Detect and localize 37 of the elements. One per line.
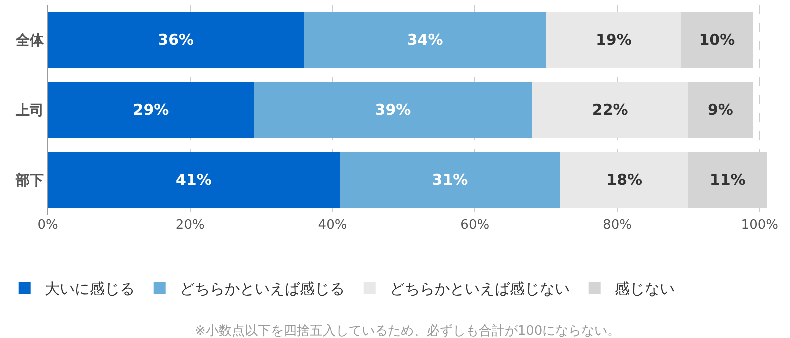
x-tick-label: 60% (460, 218, 490, 233)
x-tick-label: 100% (741, 218, 778, 233)
data-label: 11% (710, 171, 746, 189)
bar (48, 82, 254, 138)
data-label: 34% (407, 31, 444, 49)
data-label: 29% (133, 101, 170, 119)
y-tick-label: 上司 (15, 102, 44, 119)
data-label: 22% (592, 101, 628, 119)
bar (340, 152, 561, 208)
data-label: 41% (176, 171, 212, 189)
bar (546, 12, 682, 68)
bar (560, 152, 689, 208)
x-tick-label: 20% (176, 218, 205, 233)
bar (48, 152, 340, 208)
x-tick-label: 80% (603, 218, 632, 233)
legend-label: 感じない (614, 280, 675, 298)
bar (304, 12, 546, 68)
data-label: 19% (596, 31, 632, 49)
data-label: 18% (606, 171, 643, 189)
data-label: 31% (432, 171, 468, 189)
y-tick-label: 部下 (15, 172, 44, 189)
bar (688, 82, 753, 138)
data-label: 36% (158, 31, 194, 49)
bar (682, 12, 753, 68)
bar (48, 12, 304, 68)
x-tick-label: 40% (318, 218, 348, 233)
legend-label: 大いに感じる (44, 280, 135, 298)
legend-label: どちらかといえば感じない (390, 280, 570, 298)
data-label: 10% (699, 31, 736, 49)
bar (532, 82, 689, 138)
data-label: 9% (708, 101, 734, 119)
text: ※小数点以下を四捨五入しているため、必ずしも合計が100にならない。 (195, 324, 621, 338)
x-tick-label: 0% (38, 218, 58, 233)
bar (254, 82, 532, 138)
data-label: 39% (375, 101, 412, 119)
legend-label: どちらかといえば感じる (180, 280, 345, 298)
y-tick-label: 全体 (15, 32, 46, 49)
